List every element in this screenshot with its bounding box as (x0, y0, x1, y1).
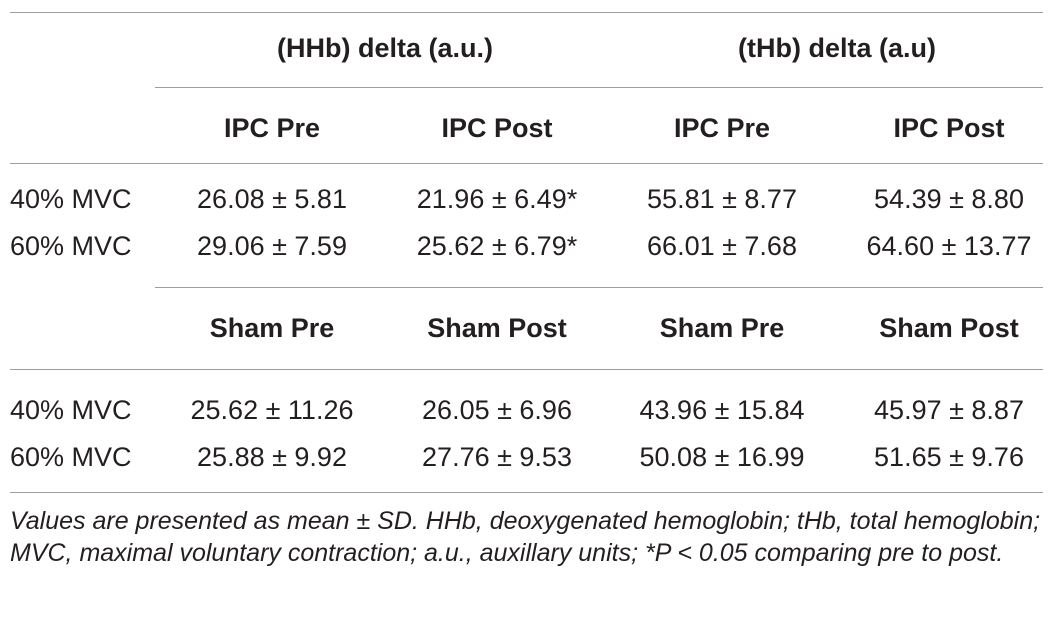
col-header: Sham Pre (659, 313, 785, 343)
table-cell: 25.62 ± 11.26 (190, 395, 354, 425)
table-cell: 66.01 ± 7.68 (647, 231, 797, 261)
row-label: 40% MVC (10, 395, 132, 425)
top-rule (10, 12, 1043, 13)
col-header-rule-1 (10, 163, 1043, 164)
col-header: Sham Post (879, 313, 1019, 343)
col-header-rule-2 (10, 369, 1043, 370)
table-cell: 26.05 ± 6.96 (422, 395, 572, 425)
col-header: Sham Post (427, 313, 567, 343)
row-label: 40% MVC (10, 184, 132, 214)
table-cell: 43.96 ± 15.84 (639, 395, 805, 425)
table-cell: 45.97 ± 8.87 (874, 395, 1024, 425)
table-cell: 54.39 ± 8.80 (874, 184, 1024, 214)
table-cell: 26.08 ± 5.81 (197, 184, 347, 214)
col-header: IPC Pre (223, 113, 321, 143)
col-header: Sham Pre (209, 313, 335, 343)
table-cell: 27.76 ± 9.53 (422, 442, 572, 472)
table-cell: 21.96 ± 6.49* (416, 184, 578, 214)
table-cell: 25.88 ± 9.92 (197, 442, 347, 472)
section-divider-rule (155, 287, 1043, 288)
table-cell: 55.81 ± 8.77 (647, 184, 797, 214)
table-cell: 29.06 ± 7.59 (197, 231, 347, 261)
table-cell: 25.62 ± 6.79* (416, 231, 578, 261)
row-label: 60% MVC (10, 442, 132, 472)
col-header: IPC Post (441, 113, 553, 143)
table-cell: 50.08 ± 16.99 (639, 442, 805, 472)
table-cell: 64.60 ± 13.77 (866, 231, 1032, 261)
row-label: 60% MVC (10, 231, 132, 261)
bottom-rule (10, 492, 1043, 493)
group-header-thb: (tHb) delta (a.u) (738, 33, 936, 63)
table-cell: 51.65 ± 9.76 (874, 442, 1024, 472)
col-header: IPC Post (893, 113, 1005, 143)
table-footnote: Values are presented as mean ± SD. HHb, … (10, 507, 1041, 567)
col-header: IPC Pre (673, 113, 771, 143)
group-header-rule (155, 87, 1043, 88)
group-header-hhb: (HHb) delta (a.u.) (277, 33, 493, 63)
